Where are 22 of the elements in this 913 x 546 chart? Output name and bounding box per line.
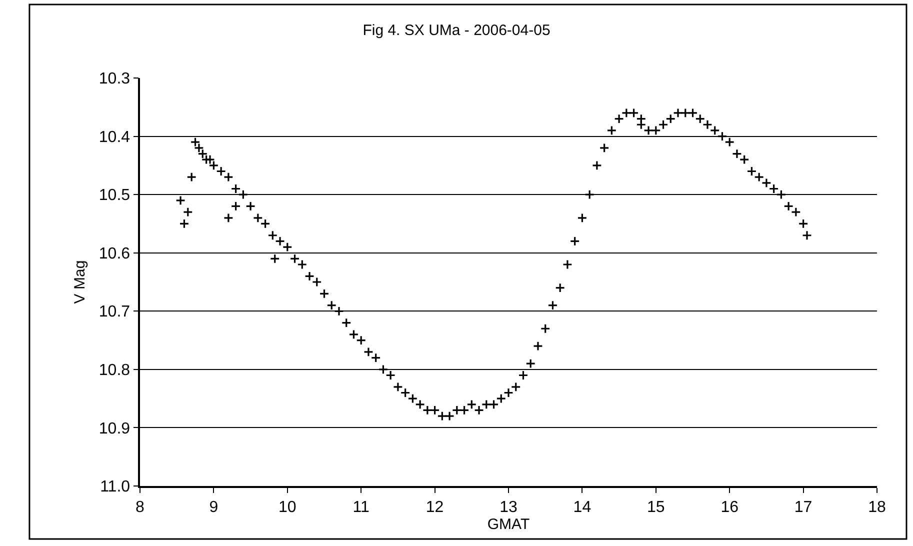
x-tick-label: 12 xyxy=(426,498,444,516)
y-axis-title: V Mag xyxy=(72,260,89,304)
x-tick-label: 18 xyxy=(868,498,886,516)
x-tick-label: 17 xyxy=(794,498,812,516)
chart-title: Fig 4. SX UMa - 2006-04-05 xyxy=(362,22,550,40)
y-tick-label: 10.4 xyxy=(98,128,130,146)
y-tick-label: 10.5 xyxy=(98,187,130,204)
y-tick-label: 10.7 xyxy=(98,304,130,321)
x-tick-label: 9 xyxy=(209,498,218,516)
x-tick-label: 13 xyxy=(500,498,518,516)
x-tick-label: 11 xyxy=(352,498,370,516)
y-tick-label: 10.3 xyxy=(98,70,130,88)
y-tick-label: 11.0 xyxy=(100,478,130,496)
x-tick-label: 16 xyxy=(720,498,739,516)
x-tick-label: 10 xyxy=(278,498,296,516)
x-tick-label: 8 xyxy=(136,498,145,516)
x-tick-label: 14 xyxy=(573,498,592,516)
y-tick-label: 10.6 xyxy=(98,245,130,262)
y-tick-label: 10.9 xyxy=(98,420,130,438)
x-axis-title: GMAT xyxy=(487,516,530,533)
x-tick-label: 15 xyxy=(647,498,665,516)
y-tick-label: 10.8 xyxy=(98,362,130,380)
